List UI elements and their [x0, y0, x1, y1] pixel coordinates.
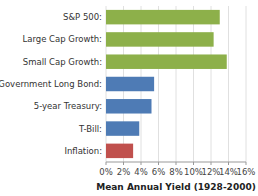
- bar: [106, 77, 154, 91]
- bars: [106, 10, 227, 158]
- grid-line: [193, 6, 194, 162]
- category-label: T-Bill:: [78, 124, 102, 134]
- bar: [106, 32, 214, 46]
- grid-line: [176, 6, 177, 162]
- x-axis-label: Mean Annual Yield (1928-2000): [96, 182, 256, 192]
- category-label: S&P 500:: [63, 12, 102, 22]
- category-label: Small Cap Growth:: [23, 57, 102, 67]
- bar: [106, 10, 220, 24]
- tick-label: 0%: [99, 167, 113, 177]
- tick-label: 6%: [152, 167, 166, 177]
- bar: [106, 121, 139, 135]
- tick-label: 12%: [202, 167, 221, 177]
- tick-label: 4%: [134, 167, 148, 177]
- tick-label: 16%: [237, 167, 256, 177]
- tick-label: 8%: [169, 167, 183, 177]
- grid: [106, 6, 246, 162]
- x-axis-line: [106, 162, 246, 163]
- category-label: Large Cap Growth:: [23, 34, 103, 44]
- category-label: Government Long Bond:: [0, 79, 102, 89]
- tick-label: 2%: [117, 167, 131, 177]
- category-label: 5-year Treasury:: [34, 101, 102, 111]
- grid-line: [228, 6, 229, 162]
- tick-label: 10%: [184, 167, 203, 177]
- bar: [106, 54, 227, 68]
- grid-line: [246, 6, 247, 162]
- category-label: Inflation:: [64, 146, 102, 156]
- bar: [106, 99, 152, 113]
- bar: [106, 144, 133, 158]
- grid-line: [211, 6, 212, 162]
- grid-line: [158, 6, 159, 162]
- tick-label: 14%: [219, 167, 238, 177]
- chart: 0% 2%4% 6%8%10%12%14%16% Inflation: T-Bill: 5…: [0, 0, 258, 196]
